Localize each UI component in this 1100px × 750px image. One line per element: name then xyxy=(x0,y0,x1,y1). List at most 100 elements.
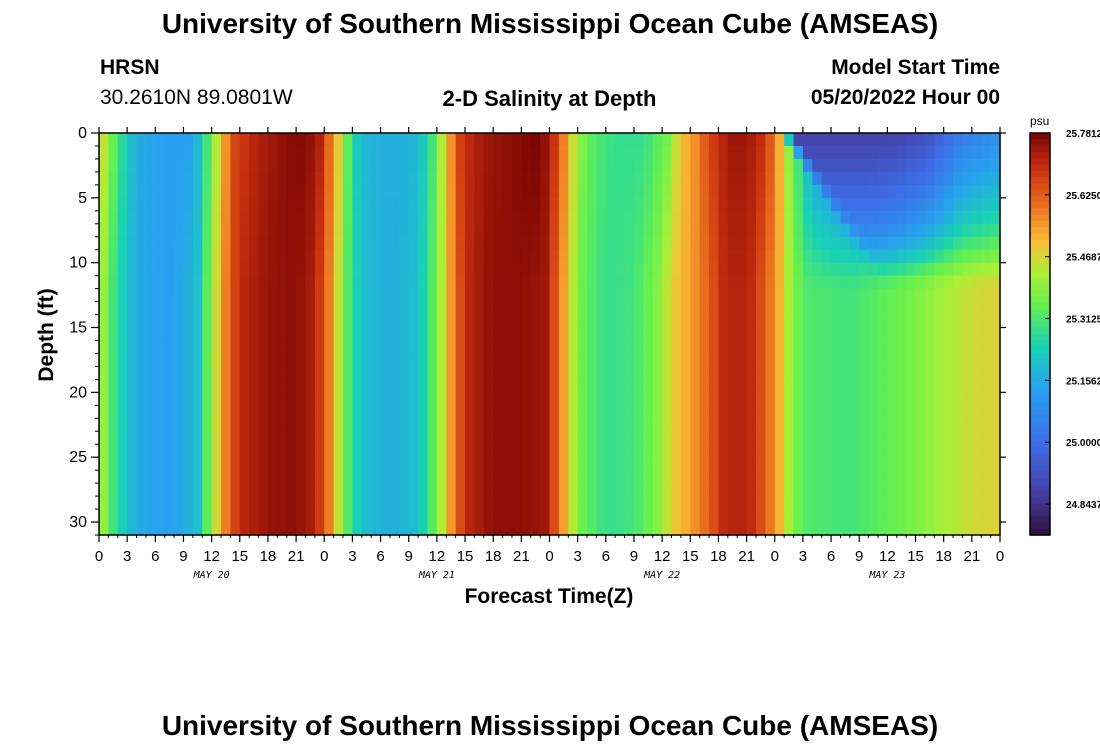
heatmap-cell xyxy=(915,379,926,393)
heatmap-cell xyxy=(549,366,560,380)
heatmap-cell xyxy=(183,327,194,342)
heatmap-cell xyxy=(418,366,429,380)
heatmap-cell xyxy=(821,210,832,225)
heatmap-cell xyxy=(305,431,316,445)
heatmap-cell xyxy=(249,509,260,523)
heatmap-cell xyxy=(793,353,804,368)
heatmap-cell xyxy=(296,418,307,432)
heatmap-cell xyxy=(990,145,1001,160)
heatmap-cell xyxy=(267,288,278,303)
heatmap-cell xyxy=(540,145,551,160)
heatmap-cell xyxy=(915,496,926,510)
heatmap-cell xyxy=(389,496,400,510)
heatmap-cell xyxy=(774,418,785,432)
heatmap-cell xyxy=(399,197,410,212)
colorbar-segment xyxy=(1030,447,1050,454)
heatmap-cell xyxy=(380,171,391,186)
heatmap-cell xyxy=(314,288,325,303)
colorbar-segment xyxy=(1030,283,1050,291)
heatmap-cell xyxy=(821,145,832,160)
heatmap-cell xyxy=(174,483,185,497)
heatmap-cell xyxy=(314,314,325,329)
colorbar-segment xyxy=(1030,321,1050,329)
heatmap-cell xyxy=(192,431,203,445)
heatmap-cell xyxy=(568,197,579,212)
heatmap-cell xyxy=(877,210,888,225)
heatmap-cell xyxy=(136,184,147,199)
heatmap-cell xyxy=(427,353,438,368)
heatmap-cell xyxy=(615,171,626,186)
heatmap-cell xyxy=(502,483,513,497)
heatmap-cell xyxy=(821,223,832,238)
heatmap-cell xyxy=(277,171,288,186)
heatmap-cell xyxy=(352,223,363,238)
heatmap-cell xyxy=(474,405,485,419)
heatmap-cell xyxy=(605,249,616,264)
heatmap-cell xyxy=(371,275,382,290)
heatmap-cell xyxy=(868,327,879,342)
heatmap-cell xyxy=(962,522,973,536)
heatmap-cell xyxy=(474,145,485,160)
heatmap-cell xyxy=(540,353,551,368)
heatmap-cell xyxy=(652,366,663,380)
heatmap-cell xyxy=(812,353,823,368)
heatmap-cell xyxy=(831,444,842,458)
heatmap-cell xyxy=(521,184,532,199)
heatmap-cell xyxy=(164,509,175,523)
colorbar-segment xyxy=(1030,516,1050,524)
heatmap-cell xyxy=(793,210,804,225)
heatmap-cell xyxy=(990,379,1001,393)
heatmap-cell xyxy=(324,522,335,536)
heatmap-cell xyxy=(981,158,992,173)
heatmap-cell xyxy=(868,353,879,368)
heatmap-cell xyxy=(596,327,607,342)
heatmap-cell xyxy=(333,314,344,329)
heatmap-cell xyxy=(699,145,710,160)
heatmap-cell xyxy=(174,379,185,393)
heatmap-cell xyxy=(211,184,222,199)
heatmap-cell xyxy=(145,133,156,147)
heatmap-cell xyxy=(718,405,729,419)
heatmap-cell xyxy=(699,288,710,303)
heatmap-cell xyxy=(990,314,1001,329)
heatmap-cell xyxy=(258,379,269,393)
heatmap-cell xyxy=(399,184,410,199)
heatmap-cell xyxy=(239,483,250,497)
heatmap-cell xyxy=(746,249,757,264)
heatmap-cell xyxy=(99,327,109,342)
heatmap-cell xyxy=(596,522,607,536)
heatmap-cell xyxy=(896,184,907,199)
heatmap-cell xyxy=(418,483,429,497)
heatmap-cell xyxy=(943,133,954,147)
heatmap-cell xyxy=(267,249,278,264)
heatmap-cell xyxy=(727,210,738,225)
heatmap-cell xyxy=(709,431,720,445)
heatmap-cell xyxy=(549,496,560,510)
heatmap-cell xyxy=(249,236,260,251)
heatmap-cell xyxy=(812,418,823,432)
heatmap-cell xyxy=(286,353,297,368)
heatmap-cell xyxy=(793,288,804,303)
heatmap-cell xyxy=(493,314,504,329)
heatmap-cell xyxy=(267,418,278,432)
heatmap-cell xyxy=(699,470,710,484)
heatmap-cell xyxy=(568,158,579,173)
heatmap-cell xyxy=(221,223,231,238)
heatmap-cell xyxy=(615,509,626,523)
heatmap-cell xyxy=(868,509,879,523)
heatmap-cell xyxy=(155,444,166,458)
heatmap-cell xyxy=(389,340,400,355)
heatmap-cell xyxy=(502,197,513,212)
colorbar-segment xyxy=(1030,434,1050,442)
heatmap-cell xyxy=(183,288,194,303)
heatmap-cell xyxy=(962,288,973,303)
heatmap-cell xyxy=(343,353,354,368)
heatmap-cell xyxy=(418,223,429,238)
heatmap-cell xyxy=(333,340,344,355)
heatmap-cell xyxy=(615,236,626,251)
heatmap-cell xyxy=(474,288,485,303)
heatmap-cell xyxy=(136,431,147,445)
heatmap-cell xyxy=(183,301,194,316)
heatmap-cell xyxy=(934,249,945,264)
heatmap-cell xyxy=(258,340,269,355)
